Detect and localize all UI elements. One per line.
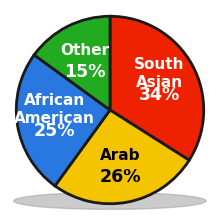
Text: 25%: 25% <box>34 122 75 140</box>
Wedge shape <box>16 55 110 186</box>
Text: Arab: Arab <box>100 148 141 163</box>
Wedge shape <box>34 16 110 110</box>
Text: South
Asian: South Asian <box>134 57 185 90</box>
Text: Other: Other <box>60 43 109 58</box>
Text: 15%: 15% <box>64 63 105 81</box>
Ellipse shape <box>14 192 206 209</box>
Wedge shape <box>110 16 204 160</box>
Text: 34%: 34% <box>139 86 180 104</box>
Text: African
American: African American <box>14 93 95 126</box>
Wedge shape <box>55 110 189 204</box>
Text: 26%: 26% <box>100 169 141 186</box>
